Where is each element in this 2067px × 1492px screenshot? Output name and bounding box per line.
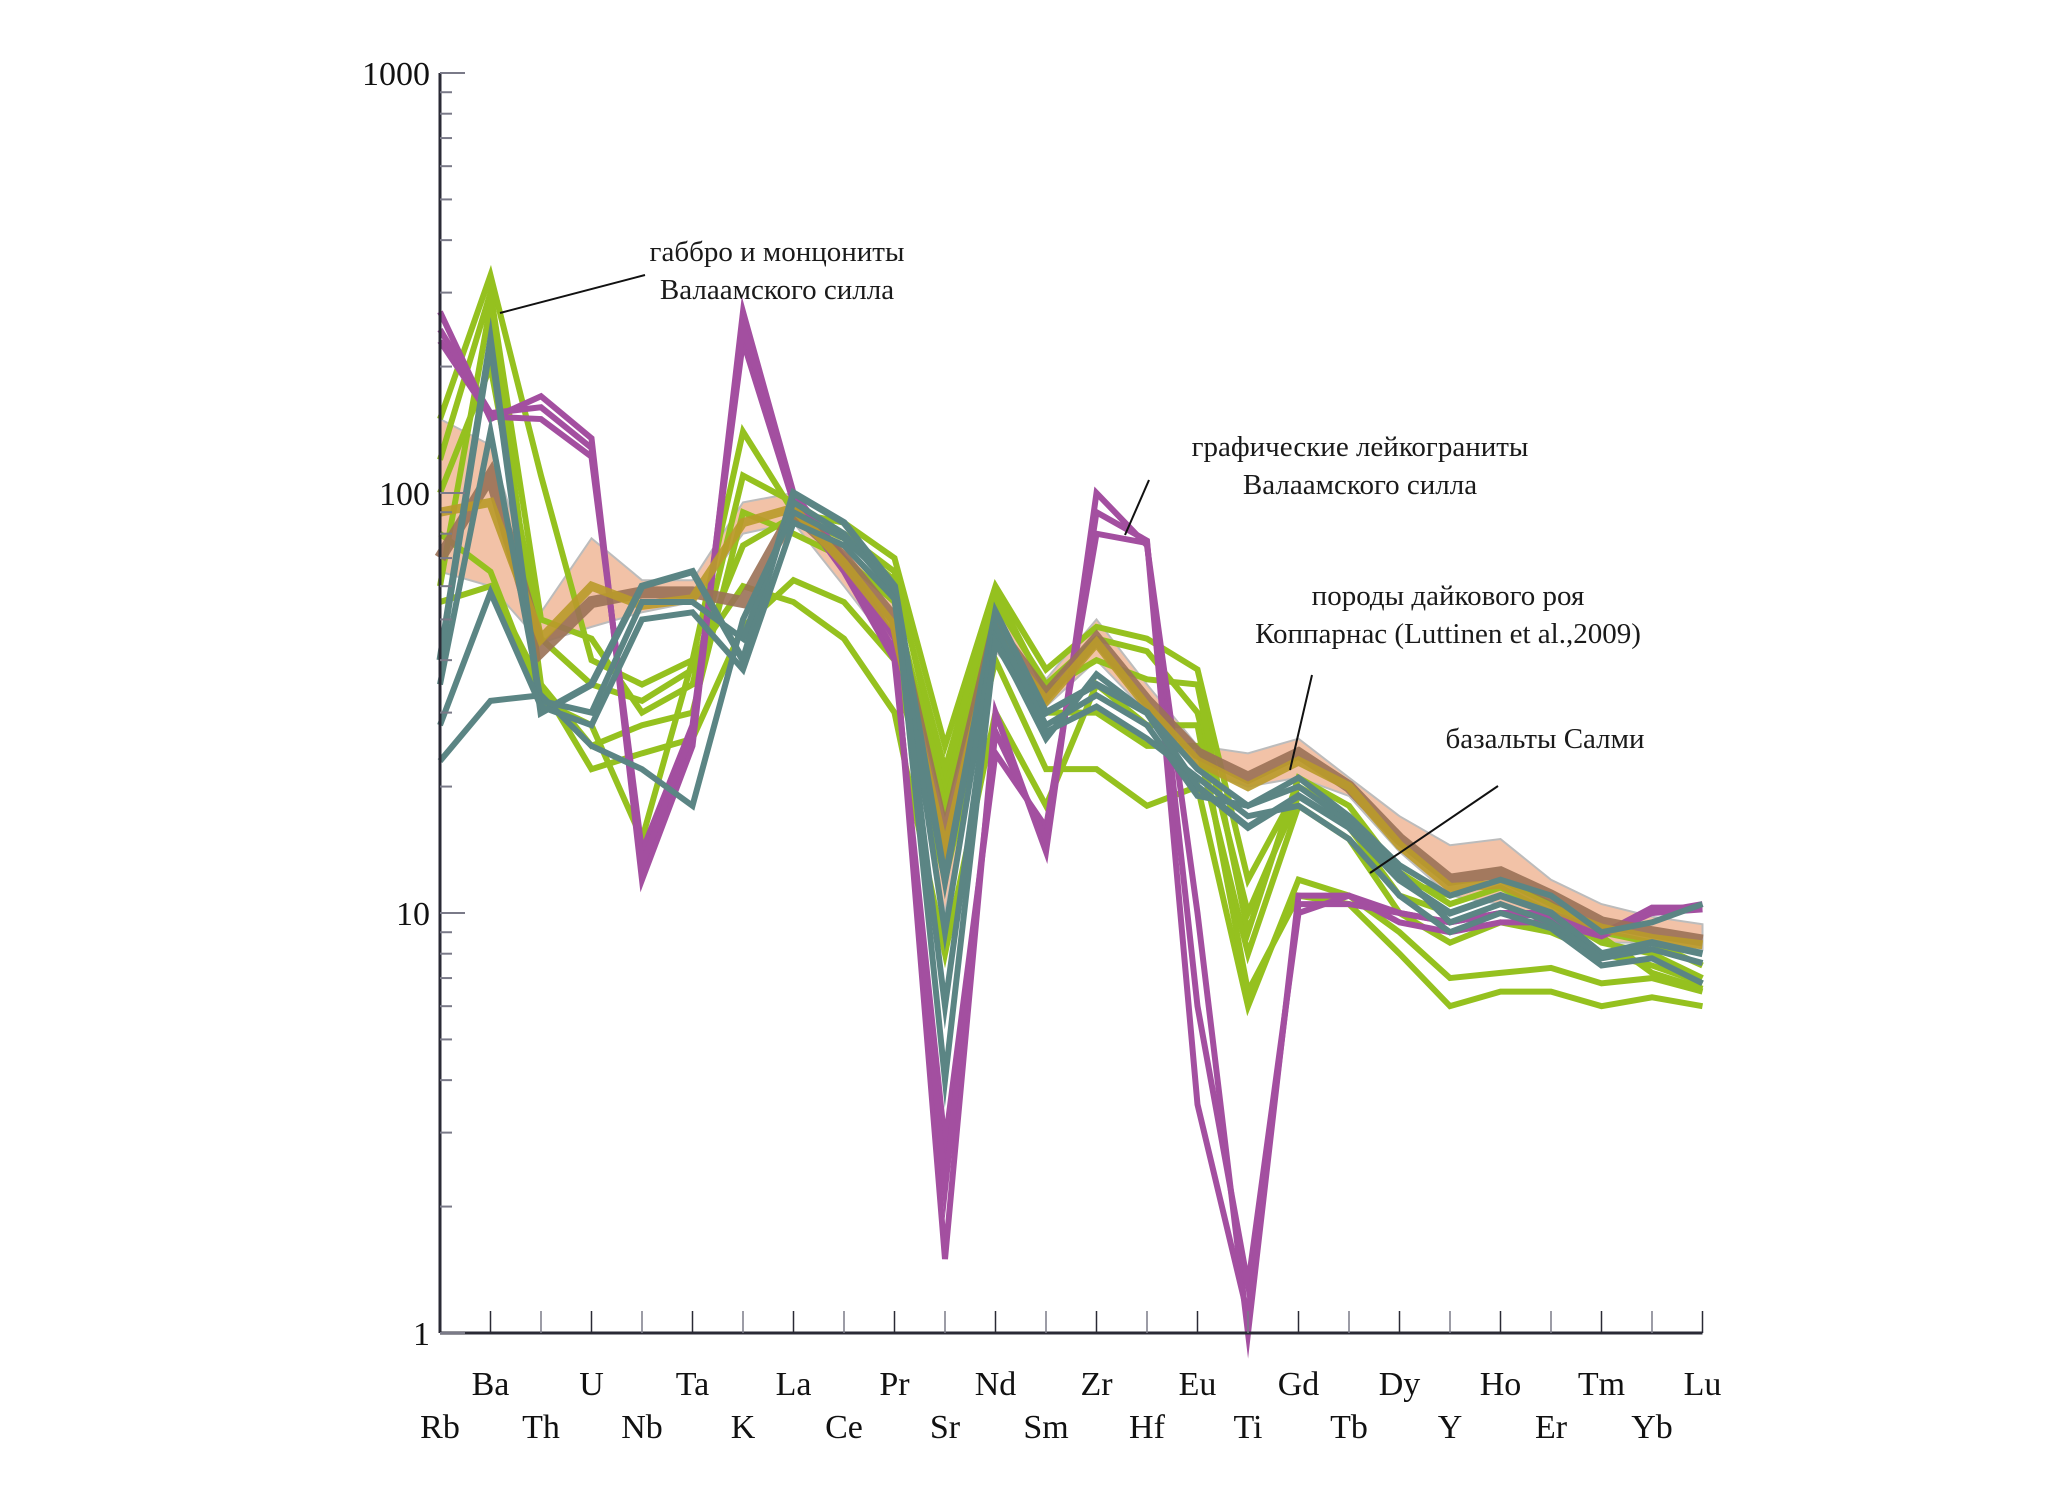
series-salmi-line: [437, 508, 1704, 1108]
annotation-leader-line: [1289, 674, 1313, 771]
annotation-leader-line: [499, 274, 646, 314]
x-tick-label-pr: Pr: [879, 1366, 910, 1403]
x-tick-label-ti: Ti: [1233, 1409, 1262, 1446]
x-tick-label-ho: Ho: [1480, 1366, 1522, 1403]
x-tick-label-nb: Nb: [621, 1409, 663, 1446]
x-tick-label-eu: Eu: [1179, 1366, 1217, 1403]
annotation-label-2: Коппарнас (Luttinen et al.,2009): [1255, 618, 1641, 650]
x-tick-label-hf: Hf: [1129, 1409, 1166, 1446]
x-tick-label-k: K: [731, 1409, 756, 1446]
y-tick-label: 1: [413, 1316, 430, 1353]
x-tick-label-lu: Lu: [1684, 1366, 1722, 1403]
x-tick-label-rb: Rb: [420, 1409, 460, 1446]
x-tick-label-y: Y: [1438, 1409, 1463, 1446]
x-tick-label-nd: Nd: [975, 1366, 1017, 1403]
x-tick-label-tb: Tb: [1330, 1409, 1368, 1446]
series-gabbro-line: [438, 531, 1704, 1010]
annotation-label-1: Валаамского силла: [1243, 469, 1477, 501]
annotation-leader-line: [1369, 785, 1499, 874]
x-tick-label-th: Th: [522, 1409, 560, 1446]
x-tick-label-u: U: [579, 1366, 604, 1403]
x-tick-label-ba: Ba: [472, 1366, 510, 1403]
x-tick-label-dy: Dy: [1379, 1366, 1421, 1403]
y-tick-label: 100: [379, 476, 430, 513]
x-tick-label-zr: Zr: [1080, 1366, 1113, 1403]
y-tick-label: 10: [396, 896, 430, 933]
series-leucogranite-line: [437, 311, 1703, 1333]
series-leucogranite-line: [437, 296, 1704, 1359]
annotation-label-0: габбро и монцониты: [650, 236, 905, 268]
x-tick-label-gd: Gd: [1278, 1366, 1320, 1403]
x-tick-label-yb: Yb: [1631, 1409, 1673, 1446]
annotation-label-1: графические лейкограниты: [1192, 431, 1529, 463]
x-tick-label-ta: Ta: [676, 1366, 710, 1403]
x-tick-label-er: Er: [1535, 1409, 1568, 1446]
x-tick-label-ce: Ce: [825, 1409, 863, 1446]
series-gabbro-line: [439, 576, 1704, 1017]
x-tick-label-sr: Sr: [930, 1409, 961, 1446]
annotations: габбро и монцониты Валаамского силла графи…: [499, 236, 1645, 874]
annotation-leader-line: [1124, 479, 1150, 536]
annotation-label-2: породы дайкового роя: [1312, 580, 1585, 612]
series-salmi-line: [437, 518, 1704, 1030]
series-salmi-line: [436, 317, 1704, 958]
series-layer: [434, 264, 1704, 1359]
x-tick-label-sm: Sm: [1023, 1409, 1068, 1446]
annotation-label-0: Валаамского силла: [660, 274, 894, 306]
x-tick-label-tm: Tm: [1578, 1366, 1625, 1403]
y-tick-label: 1000: [362, 56, 430, 93]
annotation-label-3: базальты Салми: [1445, 723, 1644, 755]
x-tick-label-la: La: [776, 1366, 812, 1403]
